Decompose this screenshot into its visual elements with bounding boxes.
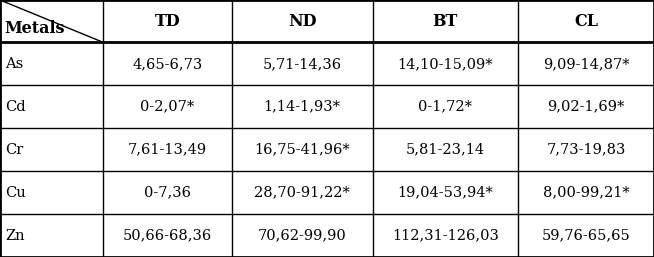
Text: Metals: Metals [4,20,65,37]
Text: 0-2,07*: 0-2,07* [141,100,194,114]
Text: Cu: Cu [5,186,26,200]
Text: 7,73-19,83: 7,73-19,83 [546,143,626,157]
Text: 0-7,36: 0-7,36 [144,186,191,200]
Text: As: As [5,57,24,71]
Text: TD: TD [154,13,181,30]
Text: 14,10-15,09*: 14,10-15,09* [398,57,493,71]
Text: ND: ND [288,13,317,30]
Text: 28,70-91,22*: 28,70-91,22* [254,186,350,200]
Text: 5,81-23,14: 5,81-23,14 [406,143,485,157]
Text: 9,09-14,87*: 9,09-14,87* [543,57,629,71]
Text: 9,02-1,69*: 9,02-1,69* [547,100,625,114]
Text: CL: CL [574,13,598,30]
Text: 112,31-126,03: 112,31-126,03 [392,228,499,243]
Text: 0-1,72*: 0-1,72* [419,100,472,114]
Text: Cd: Cd [5,100,26,114]
Text: BT: BT [433,13,458,30]
Text: 16,75-41,96*: 16,75-41,96* [254,143,350,157]
Text: 59,76-65,65: 59,76-65,65 [542,228,630,243]
Text: 7,61-13,49: 7,61-13,49 [128,143,207,157]
Text: 8,00-99,21*: 8,00-99,21* [543,186,629,200]
Text: 4,65-6,73: 4,65-6,73 [132,57,203,71]
Text: Zn: Zn [5,228,25,243]
Text: 50,66-68,36: 50,66-68,36 [123,228,212,243]
Text: 5,71-14,36: 5,71-14,36 [263,57,341,71]
Text: Cr: Cr [5,143,24,157]
Text: 1,14-1,93*: 1,14-1,93* [264,100,341,114]
Text: 70,62-99,90: 70,62-99,90 [258,228,347,243]
Text: 19,04-53,94*: 19,04-53,94* [398,186,493,200]
